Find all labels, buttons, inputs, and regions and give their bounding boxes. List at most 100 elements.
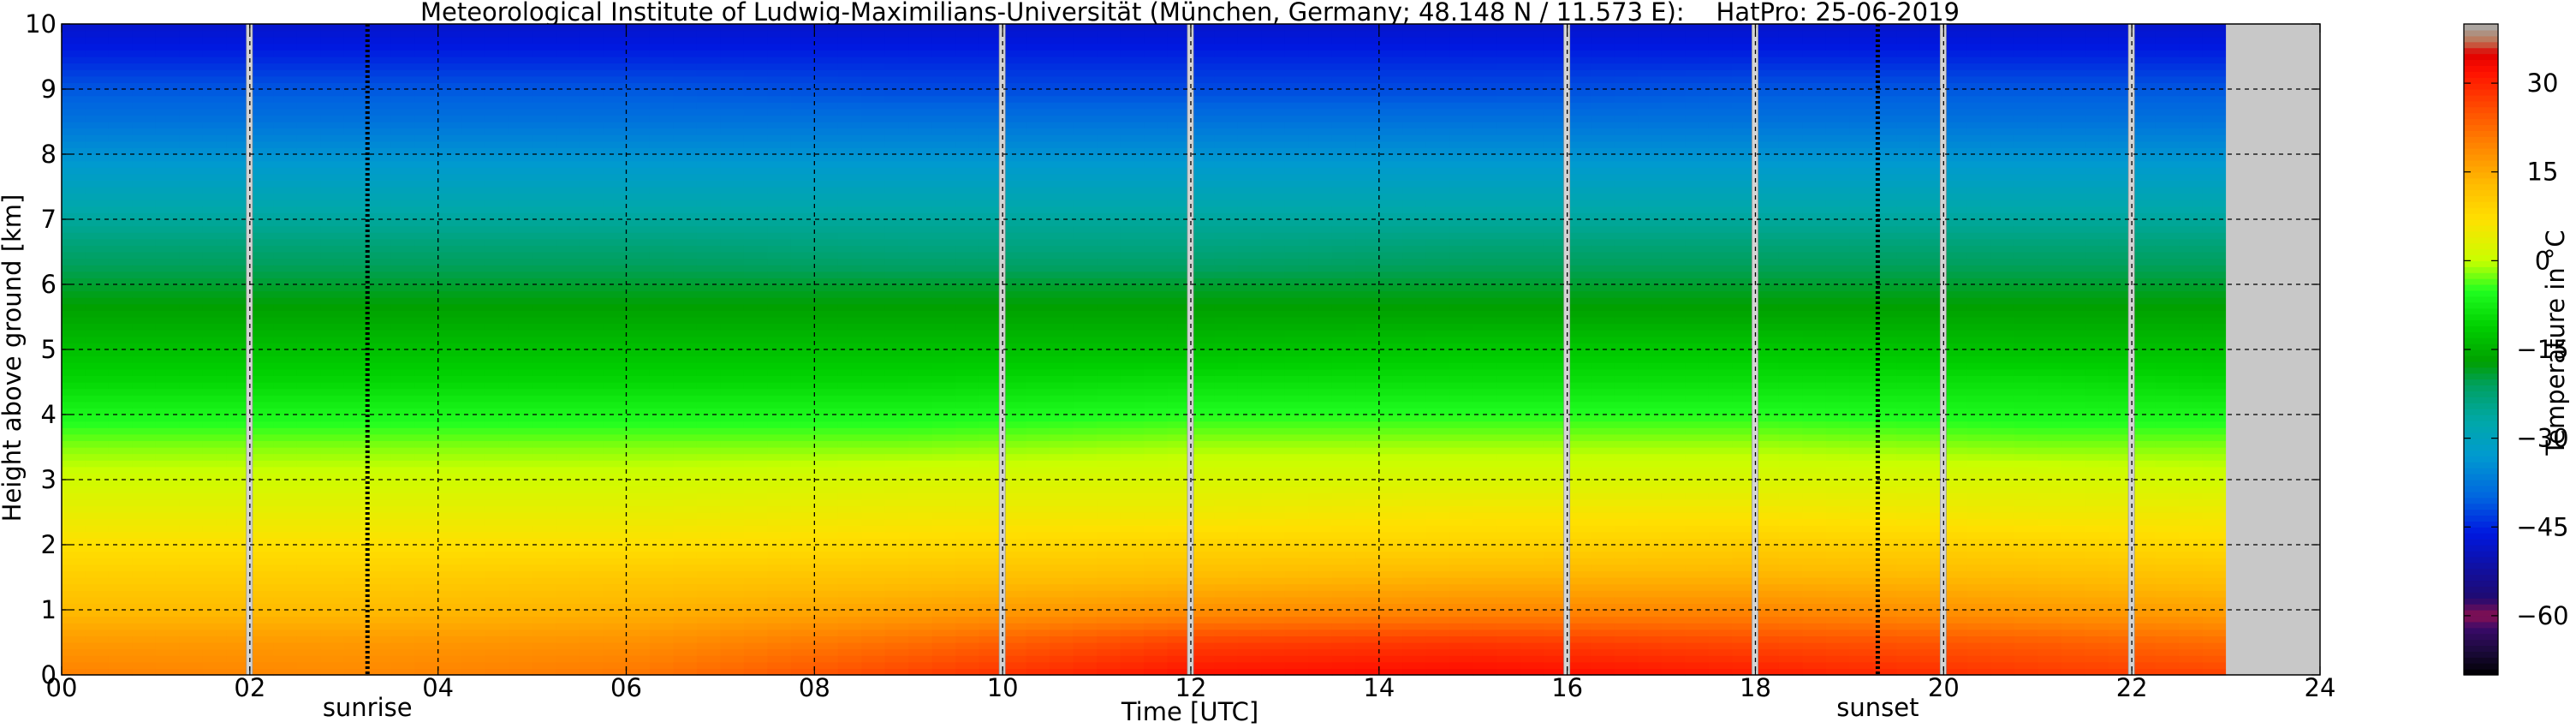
heatmap-cell [85, 577, 110, 585]
heatmap-cell [1026, 415, 1050, 422]
heatmap-cell [1026, 453, 1050, 461]
heatmap-cell [367, 551, 392, 558]
heatmap-cell [343, 440, 368, 448]
heatmap-cell [955, 433, 980, 441]
heatmap-cell [414, 551, 439, 558]
heatmap-cell [249, 173, 274, 181]
heatmap-cell [509, 297, 533, 305]
heatmap-cell [1026, 30, 1050, 38]
heatmap-cell [556, 492, 580, 500]
heatmap-cell [1073, 440, 1098, 448]
heatmap-cell [273, 102, 298, 110]
heatmap-cell [179, 362, 204, 370]
heatmap-cell [720, 648, 745, 656]
heatmap-cell [414, 297, 439, 305]
heatmap-cell [532, 401, 556, 409]
heatmap-cell [343, 415, 368, 422]
heatmap-cell [179, 525, 204, 533]
heatmap-cell [509, 265, 533, 272]
heatmap-cell [720, 460, 745, 468]
heatmap-cell [202, 140, 227, 148]
heatmap-cell [790, 538, 815, 546]
heatmap-cell [1144, 122, 1169, 129]
heatmap-cell [814, 317, 839, 325]
heatmap-cell [1073, 616, 1098, 624]
heatmap-cell [485, 122, 509, 129]
heatmap-cell [226, 525, 251, 533]
heatmap-cell [155, 212, 180, 220]
heatmap-cell [790, 401, 815, 409]
heatmap-cell [1073, 271, 1098, 278]
heatmap-cell [85, 303, 110, 311]
heatmap-cell [649, 636, 675, 643]
heatmap-cell [1050, 115, 1074, 122]
heatmap-cell [837, 115, 862, 122]
heatmap-cell [931, 232, 956, 240]
heatmap-cell [603, 330, 628, 337]
heatmap-cell [1144, 616, 1169, 624]
heatmap-cell [179, 173, 204, 181]
heatmap-cell [908, 616, 933, 624]
heatmap-cell [673, 252, 698, 260]
heatmap-cell [85, 323, 110, 331]
heatmap-cell [62, 551, 86, 558]
heatmap-cell [1120, 382, 1145, 390]
heatmap-cell [249, 154, 274, 162]
heatmap-cell [696, 433, 722, 441]
heatmap-cell [1002, 225, 1027, 233]
heatmap-cell [390, 147, 415, 155]
heatmap-cell [485, 525, 509, 533]
heatmap-cell [673, 265, 698, 272]
heatmap-cell [1002, 590, 1027, 598]
heatmap-cell [249, 303, 274, 311]
heatmap-cell [861, 427, 886, 435]
heatmap-cell [367, 661, 392, 669]
heatmap-cell [1120, 512, 1145, 520]
heatmap-cell [132, 518, 157, 526]
heatmap-cell [1097, 375, 1121, 383]
heatmap-cell [1097, 355, 1121, 363]
heatmap-cell [85, 388, 110, 396]
heatmap-cell [85, 668, 110, 676]
heatmap-cell [743, 212, 768, 220]
heatmap-cell [155, 167, 180, 175]
heatmap-cell [720, 486, 745, 493]
heatmap-cell [461, 512, 486, 520]
heatmap-cell [979, 388, 1003, 396]
heatmap-cell [1214, 108, 1239, 116]
heatmap-cell [814, 102, 839, 110]
heatmap-cell [320, 427, 345, 435]
heatmap-cell [767, 108, 792, 116]
heatmap-cell [1144, 505, 1169, 513]
heatmap-cell [1073, 558, 1098, 565]
heatmap-cell [579, 323, 604, 331]
heatmap-cell [273, 596, 298, 604]
heatmap-cell [1097, 95, 1121, 103]
heatmap-cell [955, 531, 980, 539]
heatmap-cell [556, 473, 580, 480]
heatmap-cell [132, 636, 157, 643]
heatmap-cell [908, 167, 933, 175]
heatmap-cell [226, 498, 251, 506]
heatmap-cell [414, 317, 439, 325]
heatmap-cell [908, 564, 933, 571]
heatmap-cell [743, 147, 768, 155]
heatmap-cell [790, 173, 815, 181]
heatmap-cell [649, 206, 675, 213]
heatmap-cell [673, 447, 698, 455]
heatmap-cell [320, 616, 345, 624]
heatmap-cell [720, 193, 745, 200]
heatmap-cell [1026, 610, 1050, 618]
heatmap-cell [249, 69, 274, 77]
heatmap-cell [485, 596, 509, 604]
heatmap-cell [1073, 128, 1098, 135]
heatmap-cell [790, 82, 815, 90]
heatmap-cell [790, 551, 815, 558]
heatmap-cell [509, 636, 533, 643]
heatmap-cell [1073, 525, 1098, 533]
heatmap-cell [62, 69, 86, 77]
heatmap-cell [696, 629, 722, 636]
heatmap-cell [320, 486, 345, 493]
heatmap-cell [673, 440, 698, 448]
heatmap-cell [414, 382, 439, 390]
